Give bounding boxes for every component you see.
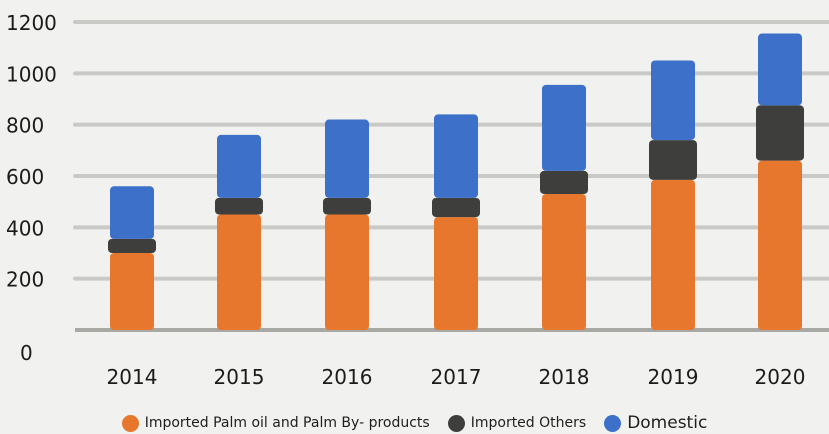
- bar-segment-imported-palm-oil-and-palm-by-products-2018: [542, 193, 586, 330]
- bar-segment-imported-palm-oil-and-palm-by-products-2016: [325, 214, 369, 330]
- legend: Imported Palm oil and Palm By- products …: [0, 412, 829, 434]
- x-tick-label: 2016: [322, 365, 373, 389]
- bar-segment-domestic-2014: [110, 186, 154, 239]
- bar-segment-domestic-2015: [217, 134, 261, 198]
- x-tick-label: 2014: [107, 365, 158, 389]
- bar-segment-imported-others-2019: [649, 140, 697, 180]
- bar-segment-domestic-2017: [434, 114, 478, 198]
- legend-swatch-imported-others: [447, 414, 465, 432]
- bar-segment-domestic-2020: [758, 33, 802, 106]
- bar-group-2018: [540, 84, 588, 330]
- bar-group-2014: [108, 186, 156, 330]
- legend-label-imported-palm: Imported Palm oil and Palm By- products: [144, 415, 430, 431]
- legend-label-imported-others: Imported Others: [470, 415, 587, 431]
- bar-segment-imported-palm-oil-and-palm-by-products-2014: [110, 253, 154, 330]
- legend-label-domestic: Domestic: [627, 413, 708, 433]
- x-tick-label: 2018: [539, 365, 590, 389]
- legend-item-imported-palm: Imported Palm oil and Palm By- products: [121, 414, 430, 432]
- y-tick-label: 800: [6, 114, 44, 138]
- bar-segment-domestic-2016: [325, 119, 369, 198]
- bar-group-2016: [323, 119, 371, 330]
- y-axis-ticks: 0 200 400 600 800 1000 1200: [6, 11, 57, 365]
- bar-segment-imported-others-2015: [215, 197, 263, 215]
- bar-segment-imported-palm-oil-and-palm-by-products-2017: [434, 217, 478, 330]
- y-tick-label: 1000: [6, 62, 57, 86]
- bar-segment-imported-others-2017: [432, 197, 480, 218]
- legend-swatch-imported-palm: [121, 414, 139, 432]
- bar-segment-imported-others-2014: [108, 238, 156, 253]
- legend-item-imported-others: Imported Others: [447, 414, 587, 432]
- x-tick-label: 2019: [648, 365, 699, 389]
- bar-segment-domestic-2018: [542, 84, 586, 171]
- legend-swatch-domestic: [604, 414, 622, 432]
- bar-segment-imported-others-2020: [756, 105, 804, 161]
- y-tick-label: 1200: [6, 11, 57, 35]
- bar-group-2015: [215, 134, 263, 330]
- bar-segment-imported-palm-oil-and-palm-by-products-2015: [217, 214, 261, 330]
- y-tick-label: 200: [6, 268, 44, 292]
- bar-segment-imported-others-2016: [323, 197, 371, 215]
- bar-segment-domestic-2019: [651, 60, 695, 141]
- y-tick-label: 600: [6, 165, 44, 189]
- bar-segment-imported-palm-oil-and-palm-by-products-2020: [758, 160, 802, 330]
- x-axis-ticks: 2014 2015 2016 2017 2018 2019 2020: [107, 365, 806, 389]
- bar-group-2019: [649, 60, 697, 330]
- bars: [108, 33, 804, 330]
- bar-segment-imported-others-2018: [540, 170, 588, 194]
- bar-group-2020: [756, 33, 804, 330]
- x-tick-label: 2020: [755, 365, 806, 389]
- legend-item-domestic: Domestic: [604, 413, 707, 433]
- x-tick-label: 2017: [431, 365, 482, 389]
- x-tick-label: 2015: [214, 365, 265, 389]
- bar-segment-imported-palm-oil-and-palm-by-products-2019: [651, 179, 695, 330]
- y-tick-label: 400: [6, 216, 44, 240]
- bar-group-2017: [432, 114, 480, 330]
- y-tick-label: 0: [20, 341, 33, 365]
